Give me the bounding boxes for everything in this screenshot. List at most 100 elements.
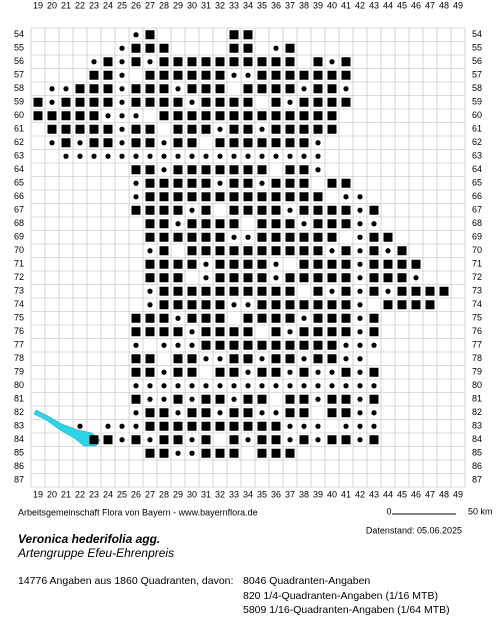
occurrence [229,273,239,283]
column-label: 40 [327,489,337,499]
occurrence [397,300,407,310]
occurrence [159,421,169,431]
occurrence [357,423,363,429]
occurrence [147,59,153,65]
column-label: 25 [117,489,127,499]
occurrence [159,205,169,215]
occurrence [369,246,379,256]
occurrence [173,421,183,431]
occurrence [103,70,113,80]
date: Datenstand: 05.06.2025 [366,525,462,535]
column-label: 31 [201,0,211,10]
occurrence [173,286,183,296]
occurrence [215,340,225,350]
row-label: 54 [472,29,482,39]
occurrence [245,369,251,375]
occurrence [175,86,181,92]
occurrence [257,313,267,323]
occurrence [147,437,153,443]
occurrence [313,124,323,134]
occurrence [229,205,239,215]
occurrence [271,192,281,202]
occurrence [329,369,335,375]
occurrence [285,57,295,67]
occurrence [327,354,337,364]
occurrence [173,205,183,215]
column-label: 44 [383,0,393,10]
occurrence [257,435,267,445]
occurrence [201,327,211,337]
occurrence [173,232,183,242]
occurrence [145,421,155,431]
occurrence [201,219,211,229]
occurrence [187,354,197,364]
occurrence-marks [33,30,449,458]
row-label: 58 [472,83,482,93]
row-label: 65 [14,178,24,188]
occurrence [189,437,195,443]
occurrence [187,286,197,296]
occurrence [119,437,125,443]
summary: 14776 Angaben aus 1860 Quadranten, davon… [18,575,233,587]
occurrence [273,275,279,281]
occurrence [201,448,211,458]
occurrence [369,367,379,377]
occurrence [175,450,181,456]
occurrence [201,178,211,188]
occurrence [301,423,307,429]
occurrence [313,273,323,283]
row-label: 86 [14,461,24,471]
column-label: 23 [89,0,99,10]
occurrence [187,178,197,188]
occurrence [425,300,435,310]
occurrence [299,192,309,202]
occurrence [145,70,155,80]
occurrence [327,408,337,418]
occurrence [243,97,253,107]
occurrence [271,313,281,323]
occurrence [203,356,209,362]
column-label: 29 [173,0,183,10]
occurrence [133,113,139,119]
occurrence [173,97,183,107]
occurrence [341,300,351,310]
occurrence [33,97,43,107]
occurrence [161,342,167,348]
occurrence [161,167,167,173]
occurrence [105,423,111,429]
row-label: 77 [14,340,24,350]
row-label: 75 [14,313,24,323]
occurrence [159,300,169,310]
row-label: 62 [472,137,482,147]
occurrence [343,194,349,200]
occurrence [215,138,225,148]
occurrence [159,448,169,458]
occurrence [131,84,141,94]
occurrence [271,327,281,337]
occurrence [173,394,183,404]
occurrence [47,111,57,121]
occurrence [383,259,393,269]
occurrence [215,367,225,377]
occurrence [243,205,253,215]
occurrence [369,313,379,323]
occurrence [327,124,337,134]
occurrence [341,313,351,323]
occurrence [61,97,71,107]
occurrence [105,113,111,119]
occurrence [371,383,377,389]
occurrence [89,84,99,94]
occurrence [133,342,139,348]
occurrence [61,124,71,134]
occurrence [313,313,323,323]
row-label: 68 [14,218,24,228]
occurrence [133,153,139,159]
occurrence [189,329,195,335]
occurrence [145,448,155,458]
occurrence [313,340,323,350]
occurrence [315,140,321,146]
occurrence [231,302,237,308]
occurrence [343,423,349,429]
occurrence [133,194,139,200]
row-label: 79 [14,367,24,377]
